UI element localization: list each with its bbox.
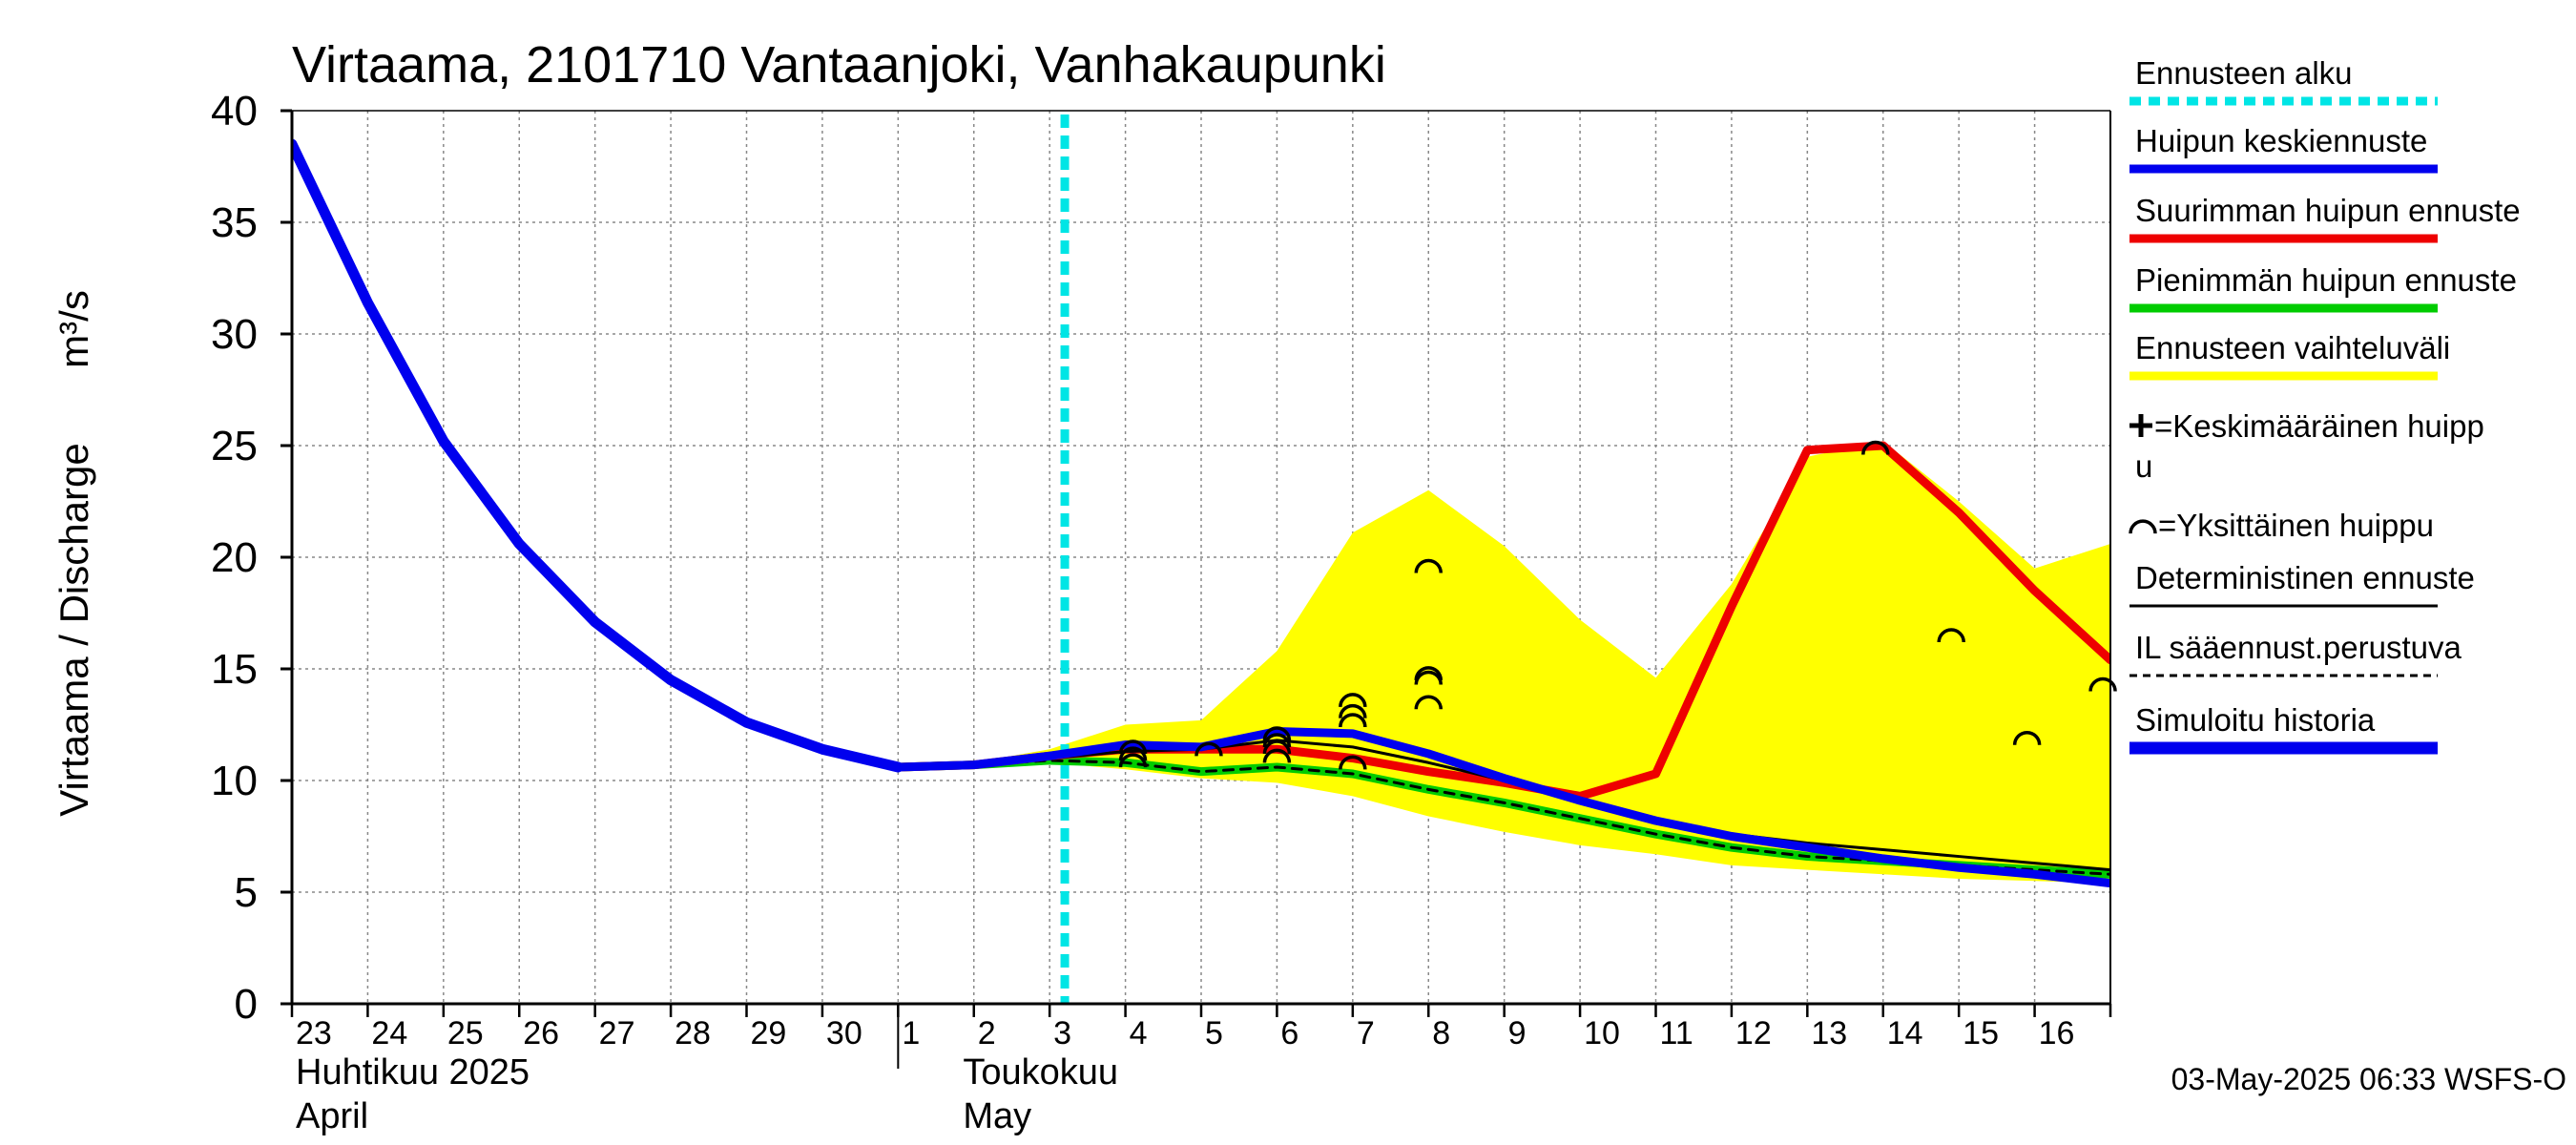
individual-peak-marker bbox=[1339, 693, 1367, 708]
legend-label: Suurimman huipun ennuste bbox=[2135, 193, 2521, 228]
x-day-label: 30 bbox=[826, 1015, 862, 1051]
legend-label: IL sääennust.perustuva bbox=[2135, 630, 2462, 665]
x-day-label: 9 bbox=[1508, 1015, 1527, 1051]
y-axis-unit: m³/s bbox=[52, 290, 96, 368]
x-day-label: 25 bbox=[447, 1015, 484, 1051]
individual-peak-marker bbox=[1262, 733, 1292, 748]
individual-peak-marker bbox=[1414, 695, 1443, 710]
y-tick-label: 15 bbox=[211, 646, 258, 693]
y-tick-label: 25 bbox=[211, 423, 258, 469]
individual-peak-marker bbox=[1118, 746, 1148, 761]
x-day-label: 8 bbox=[1432, 1015, 1450, 1051]
individual-peak-marker bbox=[1414, 666, 1443, 680]
simulated-history-line bbox=[292, 138, 904, 773]
y-tick-label: 40 bbox=[211, 88, 258, 135]
y-tick-label: 10 bbox=[211, 758, 258, 804]
y-axis-label: Virtaama / Discharge bbox=[52, 443, 96, 816]
x-day-label: 10 bbox=[1584, 1015, 1620, 1051]
individual-peak-marker bbox=[1195, 741, 1223, 757]
x-day-label: 14 bbox=[1887, 1015, 1923, 1051]
chart-title: Virtaama, 2101710 Vantaanjoki, Vanhakaup… bbox=[292, 36, 1386, 94]
x-day-label: 5 bbox=[1205, 1015, 1223, 1051]
individual-peak-marker bbox=[1118, 753, 1148, 768]
legend-label: Pienimmän huipun ennuste bbox=[2135, 262, 2517, 298]
x-day-label: 26 bbox=[523, 1015, 559, 1051]
legend-label: Deterministinen ennuste bbox=[2135, 560, 2475, 595]
legend-label: Ennusteen alku bbox=[2135, 55, 2353, 91]
individual-peak-marker bbox=[1339, 755, 1367, 770]
timestamp-footer: 03-May-2025 06:33 WSFS-O bbox=[2171, 1062, 2566, 1096]
x-day-label: 28 bbox=[675, 1015, 711, 1051]
legend-label: Simuloitu historia bbox=[2135, 702, 2376, 738]
x-month-label: Huhtikuu 2025 bbox=[296, 1052, 530, 1093]
x-day-label: 23 bbox=[296, 1015, 332, 1051]
plot-area bbox=[292, 111, 2117, 1004]
individual-peak-marker bbox=[1262, 739, 1292, 755]
y-tick-label: 35 bbox=[211, 199, 258, 246]
x-month-label: April bbox=[296, 1096, 368, 1136]
mean-peak-forecast-line bbox=[893, 727, 2110, 888]
y-tick-label: 30 bbox=[211, 311, 258, 358]
x-day-label: 15 bbox=[1963, 1015, 1999, 1051]
individual-peak-marker bbox=[1414, 670, 1443, 685]
x-day-label: 16 bbox=[2039, 1015, 2075, 1051]
x-day-label: 2 bbox=[978, 1015, 996, 1051]
legend-label-cont: u bbox=[2135, 448, 2152, 484]
x-day-label: 12 bbox=[1735, 1015, 1772, 1051]
y-tick-label: 20 bbox=[211, 534, 258, 581]
x-month-label: Toukokuu bbox=[963, 1052, 1118, 1093]
individual-peak-marker bbox=[1118, 739, 1148, 755]
individual-peak-marker bbox=[1861, 440, 1890, 455]
individual-peak-markers bbox=[1118, 440, 2117, 770]
legend-plus-icon bbox=[2129, 414, 2152, 437]
individual-peak-marker bbox=[1339, 703, 1367, 718]
x-month-label: May bbox=[963, 1096, 1031, 1136]
x-day-label: 27 bbox=[599, 1015, 635, 1051]
legend-label: Ennusteen vaihteluväli bbox=[2135, 330, 2450, 365]
x-day-label: 24 bbox=[371, 1015, 407, 1051]
individual-peak-marker bbox=[1414, 558, 1443, 573]
x-day-label: 7 bbox=[1357, 1015, 1375, 1051]
legend-arc-icon bbox=[2129, 519, 2157, 534]
y-tick-label: 5 bbox=[235, 869, 258, 916]
y-tick-label: 0 bbox=[235, 981, 258, 1028]
individual-peak-marker bbox=[1262, 726, 1292, 741]
x-day-label: 6 bbox=[1280, 1015, 1298, 1051]
individual-peak-marker bbox=[2088, 677, 2117, 692]
individual-peak-marker bbox=[1339, 713, 1367, 728]
x-day-label: 4 bbox=[1130, 1015, 1148, 1051]
legend: Ennusteen alku Huipun keskiennuste Suurimm… bbox=[2129, 55, 2521, 755]
x-day-label: 29 bbox=[751, 1015, 787, 1051]
x-day-label: 3 bbox=[1053, 1015, 1071, 1051]
legend-label: =Yksittäinen huippu bbox=[2158, 508, 2434, 543]
x-day-label: 13 bbox=[1811, 1015, 1847, 1051]
individual-peak-marker bbox=[2012, 730, 2042, 745]
x-day-label: 1 bbox=[902, 1015, 920, 1051]
legend-label: Huipun keskiennuste bbox=[2135, 123, 2427, 158]
individual-peak-marker bbox=[1262, 748, 1292, 763]
individual-peak-marker bbox=[1937, 628, 1965, 643]
legend-label: =Keskimääräinen huipp bbox=[2154, 408, 2484, 444]
series-group bbox=[292, 114, 2110, 1004]
x-day-label: 11 bbox=[1660, 1015, 1693, 1051]
